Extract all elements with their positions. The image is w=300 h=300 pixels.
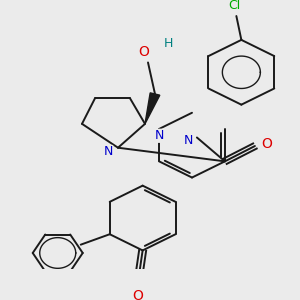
- Text: O: O: [139, 45, 149, 59]
- Text: N: N: [103, 146, 113, 158]
- Text: O: O: [132, 289, 143, 300]
- Text: H: H: [163, 37, 173, 50]
- Text: O: O: [262, 137, 272, 151]
- Text: N: N: [184, 134, 194, 146]
- Text: N: N: [154, 129, 164, 142]
- Polygon shape: [145, 93, 160, 124]
- Text: Cl: Cl: [228, 0, 241, 12]
